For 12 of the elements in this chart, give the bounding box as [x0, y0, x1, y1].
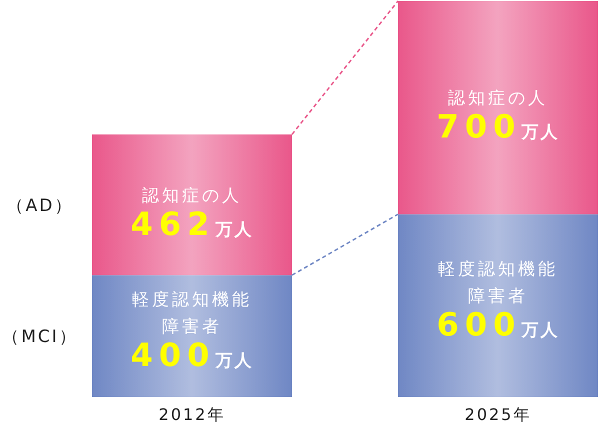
annotation: 軽度認知機能障害者: [132, 290, 252, 338]
annotation: 軽度認知機能障害者: [438, 260, 558, 307]
x-tick-label: 2012年: [158, 405, 226, 424]
series-label: （AD）: [6, 196, 74, 216]
bar: [398, 1, 598, 214]
series-label: （MCI）: [2, 327, 78, 348]
bar: [92, 275, 292, 397]
bar: [398, 214, 598, 397]
x-tick-label: 2025年: [464, 405, 532, 424]
bar: [92, 134, 292, 276]
annotation: 認知症の人: [142, 186, 242, 206]
annotation: 認知症の人: [448, 88, 548, 109]
